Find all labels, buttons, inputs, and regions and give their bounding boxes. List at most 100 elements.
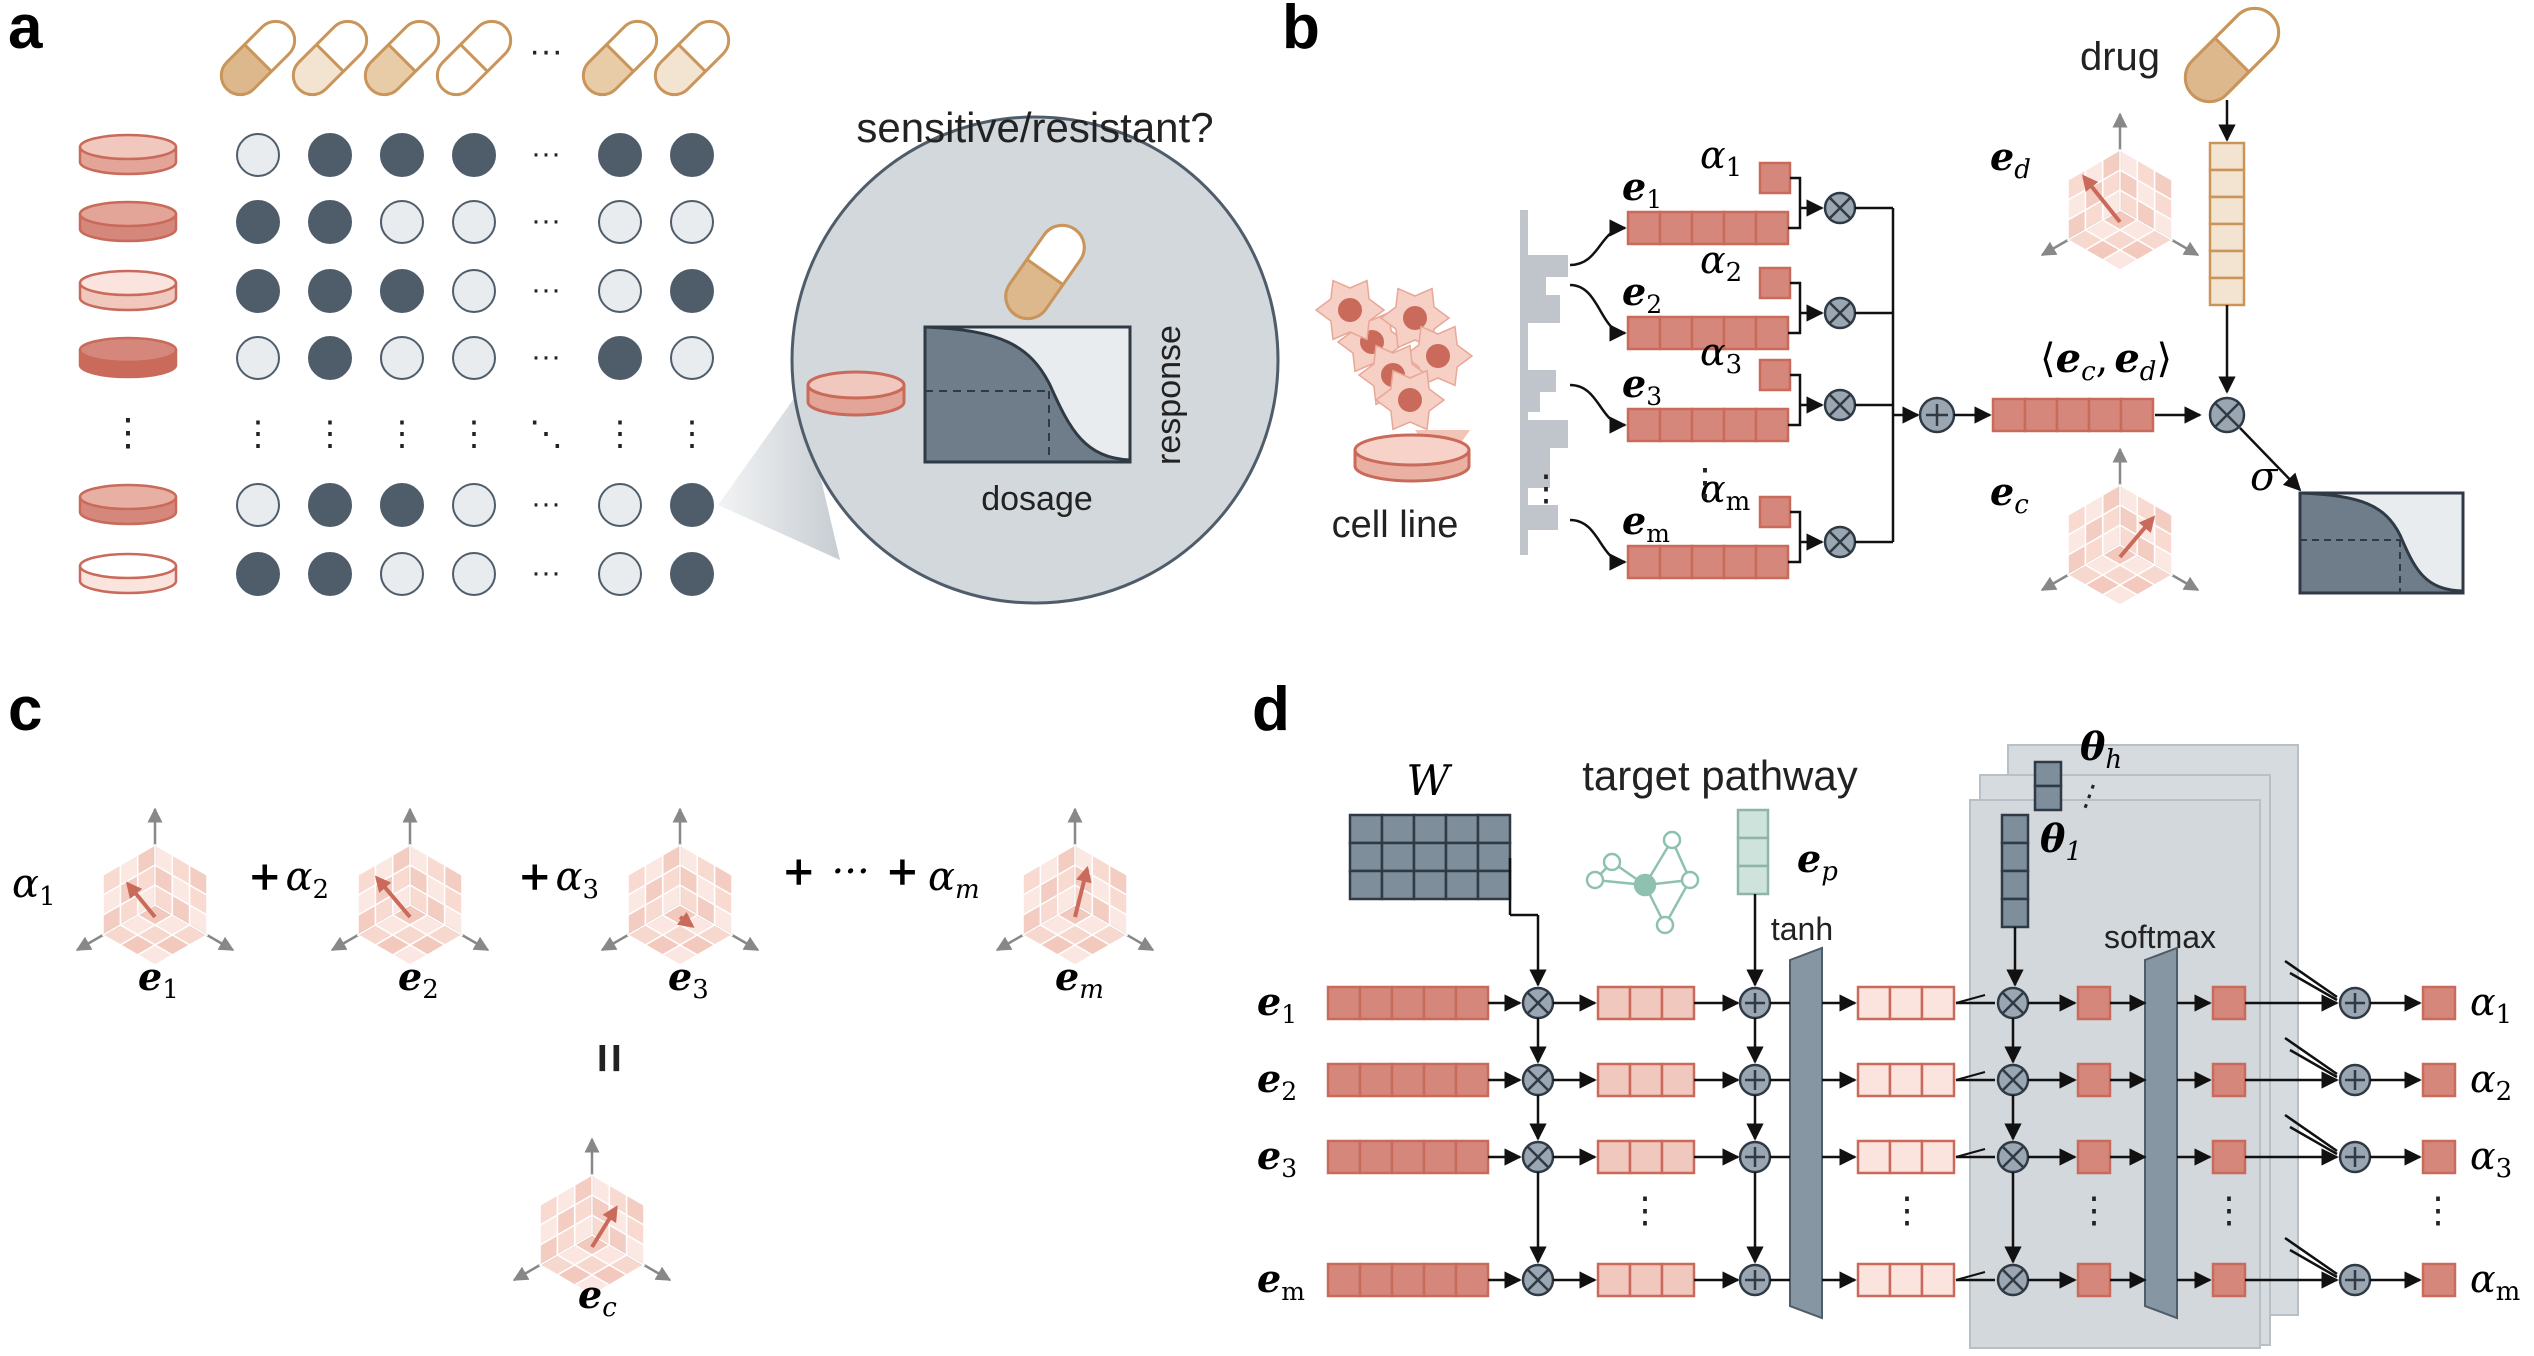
ec-cube-icon: [2040, 447, 2200, 606]
e1-cube-icon: [75, 807, 235, 966]
response-cell: [598, 336, 642, 380]
col-vdots: ⋮: [675, 415, 709, 453]
drug-pill: [219, 19, 297, 97]
connector: [1569, 383, 1627, 434]
theta-h-vector: [2033, 760, 2063, 812]
row-sum-node: [2338, 986, 2372, 1020]
row-ellipsis: ···: [531, 340, 561, 373]
row-projected-bar: [1596, 985, 1696, 1021]
gene-embedding-label: e2: [1622, 269, 1662, 319]
row-alpha-label: α2: [2470, 1057, 2512, 1107]
drug-pill: [581, 19, 659, 97]
zoom-pill: [1004, 223, 1086, 321]
row-add-node: [1738, 1140, 1772, 1174]
dose-response-plot: [923, 325, 1132, 464]
row-score-node: [1996, 1063, 2030, 1097]
c-term-dots: + ··· +: [782, 848, 919, 895]
theta-1-vector: [2000, 813, 2030, 929]
response-cell: [452, 552, 496, 596]
c-e1: e1: [138, 954, 179, 1005]
connector: [1788, 373, 1815, 427]
embedding-row: e2 α2: [1569, 238, 1893, 351]
row-score-node: [1996, 1263, 2030, 1297]
response-cell: [670, 269, 714, 313]
row-alpha-label: αm: [2470, 1257, 2520, 1307]
row-embedding-bar: [1326, 1139, 1490, 1175]
ec-cube-icon: [512, 1137, 672, 1296]
score-cell: [2076, 1062, 2112, 1098]
ed-label: ed: [1990, 134, 2031, 185]
tanh-block: [1789, 946, 1823, 1320]
connector: [1569, 219, 1627, 267]
row-sum-node: [2338, 1263, 2372, 1297]
output-dose-response: [2298, 491, 2465, 595]
multiply-node: [1823, 525, 1857, 559]
panel-label-b: b: [1282, 0, 1320, 62]
response-cell: [380, 336, 424, 380]
c-alpha1: α1: [12, 861, 56, 912]
row-projected-bar: [1596, 1262, 1696, 1298]
cell-vector-space-icon: [2040, 447, 2200, 606]
attention-row: e3 α3: [1257, 1113, 2512, 1184]
theta-1-cells: [2000, 813, 2030, 929]
W-label: W: [1406, 756, 1453, 805]
tanh-label: tanh: [1771, 911, 1833, 947]
theta-h-label: θh: [2080, 724, 2122, 775]
drug-embedding-bar: [2208, 141, 2246, 307]
alpha-label: α2: [1700, 238, 1742, 288]
response-cell: [598, 200, 642, 244]
em-cube-icon: [995, 807, 1155, 966]
gene-embedding-label: em: [1622, 498, 1670, 548]
response-cell: [380, 200, 424, 244]
alpha-cell: [1758, 161, 1792, 195]
drug-label: drug: [2080, 35, 2160, 79]
ed-cube-icon: [2040, 112, 2200, 271]
column-vdots: ⋮: [1889, 1189, 1925, 1230]
response-cell: [236, 133, 280, 177]
row-alpha-label: α3: [2470, 1134, 2512, 1184]
alpha-cell: [2421, 1139, 2457, 1175]
response-cell: [452, 200, 496, 244]
connector: [2289, 971, 2338, 1002]
response-cell: [380, 269, 424, 313]
c-term2: + α2: [248, 853, 329, 905]
response-cell: [236, 269, 280, 313]
softmax-label: softmax: [2104, 919, 2216, 955]
col-vdots: ⋮: [385, 415, 419, 453]
attention-row: e2 α2: [1257, 1036, 2512, 1107]
alpha-cell: [2421, 1262, 2457, 1298]
alpha-cell: [2421, 985, 2457, 1021]
row-activated-bar: [1856, 1062, 1956, 1098]
response-cell: [380, 552, 424, 596]
connector: [2284, 1036, 2338, 1076]
row-add-node: [1738, 1063, 1772, 1097]
response-cell: [598, 552, 642, 596]
row-multiply-node: [1521, 986, 1555, 1020]
drug-pill: [653, 19, 731, 97]
row-projected-bar: [1596, 1139, 1696, 1175]
connector: [1788, 510, 1815, 564]
question-label: sensitive/resistant?: [856, 104, 1213, 151]
attention-row: em αm: [1257, 1236, 2520, 1307]
row-multiply-node: [1521, 1063, 1555, 1097]
panel-a: ··· ⋮ ··· ··· ··· ··· ··· ··· ⋮ ⋮ ⋮ ⋮ ⋮ ⋮ ⋱ sensitiv…: [78, 19, 1280, 605]
connector: [2284, 1236, 2338, 1276]
connector: [2289, 1248, 2338, 1279]
response-cell: [452, 336, 496, 380]
weight-cell: [2211, 1062, 2247, 1098]
svg-text:⟨ec,ed⟩: ⟨ec, ed⟩: [2040, 335, 2172, 387]
row-activated-bar: [1856, 985, 1956, 1021]
c-e3: e3: [668, 954, 709, 1005]
cell-embedding-bar: [1991, 397, 2155, 433]
col-vdots: ⋮: [313, 415, 347, 453]
connector: [2284, 1113, 2338, 1153]
column-vdots: ⋮: [2211, 1189, 2247, 1230]
response-cell: [380, 133, 424, 177]
drug-bar-cells: [2208, 141, 2246, 307]
theta-1-label: θ1: [2040, 816, 2082, 867]
drug-vector-space-icon: [2040, 112, 2200, 271]
